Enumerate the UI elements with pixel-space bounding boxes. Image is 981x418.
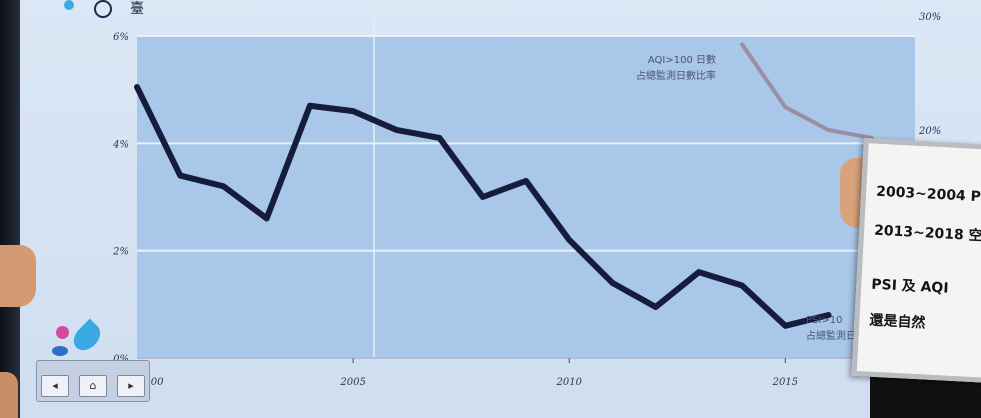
handheld-whiteboard: 2003~2004 P 2013~2018 空氣 PSI 及 AQI 還是自然	[851, 138, 981, 384]
aqi-series-label: AQI>100 日數	[648, 53, 716, 66]
psi-series-label: 占總監測日	[806, 329, 856, 342]
right-tick-label: 20%	[918, 126, 941, 137]
slide-controls: ◂ ⌂ ▸	[36, 360, 150, 402]
left-tick-label: 4%	[112, 139, 129, 150]
home-button[interactable]: ⌂	[79, 375, 107, 397]
x-tick-label: 2005	[339, 377, 365, 388]
header-logo-dot	[64, 0, 74, 10]
prev-slide-button[interactable]: ◂	[41, 375, 69, 397]
aqi-series-line	[740, 42, 874, 140]
person-hand-left	[0, 245, 36, 307]
whiteboard-line: PSI 及 AQI	[870, 276, 949, 297]
header-caption: 臺	[130, 1, 144, 17]
right-tick-label: 30%	[919, 12, 941, 23]
aqi-series-label: 占總監測日數比率	[636, 69, 716, 82]
person-arm-left	[0, 372, 18, 418]
logo-drop	[68, 318, 106, 356]
plot-area	[137, 36, 915, 358]
logo-dot-blue	[52, 346, 68, 356]
psi-series-line	[134, 83, 832, 329]
x-axis: 2005 2010 2015	[137, 357, 915, 388]
whiteboard-line: 還是自然	[869, 312, 926, 332]
logo-dot-pink	[56, 326, 69, 339]
whiteboard-line: 2003~2004 P	[875, 183, 981, 206]
right-axis: 20% 30%	[918, 12, 941, 137]
x-tick-fragment: 2000	[137, 377, 164, 388]
psi-series-label: PSI>10	[806, 315, 842, 326]
series-layer	[134, 42, 874, 329]
brand-logo	[50, 318, 110, 362]
next-slide-button[interactable]: ▸	[117, 375, 145, 397]
monitor-bezel	[0, 0, 22, 418]
whiteboard-line: 2013~2018 空氣	[873, 222, 981, 246]
left-tick-label: 0%	[113, 354, 129, 365]
x-tick-label: 2010	[555, 377, 582, 388]
left-tick-label: 6%	[113, 32, 129, 43]
left-tick-label: 2%	[112, 247, 129, 258]
header-logo	[64, 0, 124, 18]
x-tick-label: 2015	[772, 377, 798, 388]
header-logo-ring	[94, 0, 112, 18]
left-axis: 0% 2% 4% 6%	[112, 32, 129, 365]
